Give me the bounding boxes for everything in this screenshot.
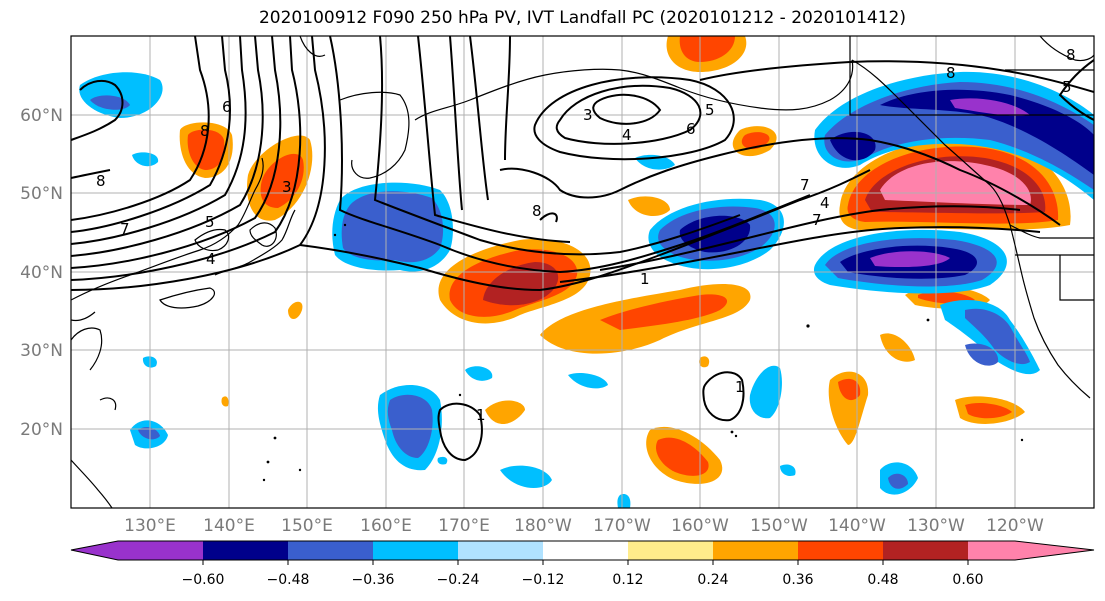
contour-label: 3 (282, 178, 292, 196)
contour-label: 7 (120, 220, 130, 238)
colorbar-segment (373, 541, 458, 560)
colorbar-segment (288, 541, 373, 560)
coastlines (71, 36, 1094, 508)
colorbar-extend-low (71, 541, 118, 560)
longitude-labels: 130°E 140°E 150°E 160°E 170°E 180°W 170°… (124, 516, 1044, 536)
lon-label: 140°E (203, 516, 255, 536)
contour-label: 8 (532, 202, 542, 220)
colorbar-segment (968, 541, 1015, 560)
contour-label: 4 (206, 250, 216, 268)
contour-label: 4 (622, 126, 632, 144)
colorbar-tick-label: −0.24 (437, 572, 480, 588)
colorbar-segment (543, 541, 628, 560)
colorbar-segment (628, 541, 713, 560)
colorbar: −0.60 −0.48 −0.36 −0.24 −0.12 0.12 0.24 … (70, 540, 1095, 588)
contour-label: 7 (800, 176, 810, 194)
colorbar-tick-label: −0.60 (182, 572, 225, 588)
lat-label: 50°N (20, 184, 63, 204)
colorbar-extend-high (1015, 541, 1094, 560)
colorbar-tick-label: 0.60 (952, 572, 983, 588)
contour-label: 1 (476, 406, 486, 424)
colorbar-tick-label: 0.36 (782, 572, 813, 588)
contour-label: 8 (946, 64, 956, 82)
map-title: 2020100912 F090 250 hPa PV, IVT Landfall… (258, 8, 906, 28)
colorbar-segment (883, 541, 968, 560)
lon-label: 170°W (593, 516, 651, 536)
lat-label: 60°N (20, 106, 63, 126)
lat-label: 40°N (20, 263, 63, 283)
contour-label: 5 (705, 101, 715, 119)
contour-label: 5 (1062, 78, 1072, 96)
contour-label: 1 (735, 378, 745, 396)
contour-label: 8 (1066, 46, 1076, 64)
colorbar-tick-label: −0.12 (522, 572, 565, 588)
pv-contours (71, 36, 1094, 462)
lon-label: 150°W (750, 516, 808, 536)
island-markers (262, 223, 1024, 482)
lon-label: 120°W (986, 516, 1044, 536)
contour-label: 5 (205, 213, 215, 231)
lat-label: 30°N (20, 341, 63, 361)
lon-label: 140°W (828, 516, 886, 536)
colorbar-segment (458, 541, 543, 560)
lon-label: 170°E (438, 516, 490, 536)
contour-label: 7 (812, 211, 822, 229)
contour-label: 8 (200, 122, 210, 140)
lon-label: 150°E (281, 516, 333, 536)
lon-label: 130°W (907, 516, 965, 536)
lat-label: 20°N (20, 420, 63, 440)
map-frame (70, 35, 1095, 509)
lon-label: 160°W (671, 516, 729, 536)
lon-label: 160°E (360, 516, 412, 536)
colorbar-tick-label: 0.12 (612, 572, 643, 588)
colorbar-tick-label: −0.48 (267, 572, 310, 588)
contour-label: 6 (222, 98, 232, 116)
contour-label: 8 (96, 172, 106, 190)
latitude-labels: 60°N 50°N 40°N 30°N 20°N (20, 106, 63, 440)
colorbar-segment (118, 541, 203, 560)
contour-label: 4 (820, 194, 830, 212)
colorbar-tick-label: 0.24 (697, 572, 728, 588)
contour-label: 1 (640, 270, 650, 288)
colorbar-tick-label: 0.48 (867, 572, 898, 588)
contour-label: 6 (686, 120, 696, 138)
colorbar-segment (203, 541, 288, 560)
colorbar-outline (70, 540, 1095, 561)
colorbar-segment (713, 541, 798, 560)
contour-label: 3 (583, 106, 593, 124)
lon-label: 180°W (514, 516, 572, 536)
colorbar-segment (798, 541, 883, 560)
lon-label: 130°E (124, 516, 176, 536)
contour-label-group: 8 7 6 4 8 8 3 5 3 4 5 6 8 1 7 4 7 1 1 8 … (96, 46, 1076, 424)
colorbar-tick-label: −0.36 (352, 572, 395, 588)
